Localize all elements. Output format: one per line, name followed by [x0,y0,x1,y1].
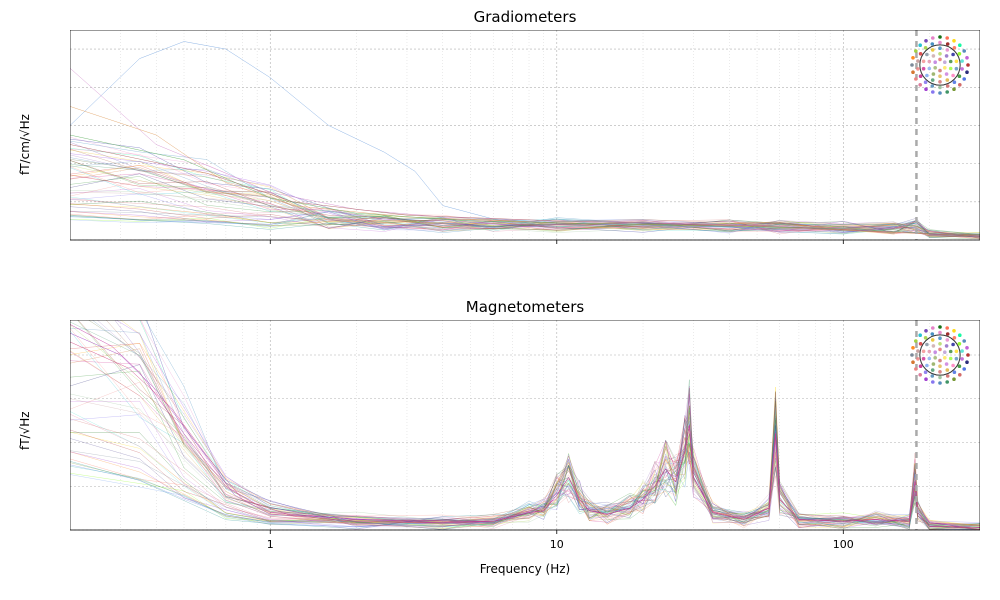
svg-text:100: 100 [833,538,854,551]
chart-svg-bottom: 110100050100150200 [70,320,980,568]
figure-container: Gradiometers fT/cm/√Hz 020406080100 Magn… [0,0,1000,600]
xlabel: Frequency (Hz) [70,562,980,576]
ylabel-gradiometers: fT/cm/√Hz [18,114,32,175]
panel-title-magnetometers: Magnetometers [70,298,980,316]
panel-magnetometers: 110100050100150200 [70,320,980,530]
panel-title-gradiometers: Gradiometers [70,8,980,26]
svg-text:1: 1 [267,538,274,551]
panel-gradiometers: 020406080100 [70,30,980,240]
svg-text:10: 10 [550,538,564,551]
chart-svg-top: 020406080100 [70,30,980,270]
ylabel-magnetometers: fT/√Hz [18,411,32,450]
